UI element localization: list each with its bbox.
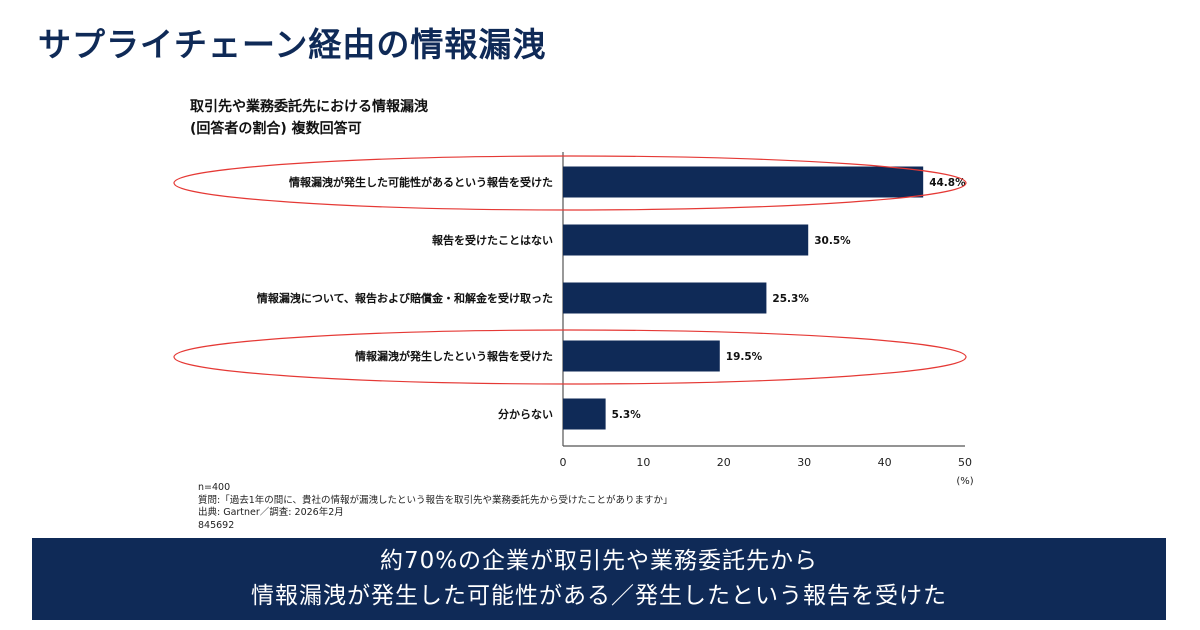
category-label: 分からない: [498, 407, 553, 421]
category-label: 報告を受けたことはない: [432, 233, 553, 247]
category-label: 情報漏洩が発生した可能性があるという報告を受けた: [289, 175, 553, 189]
bar-value-label: 19.5%: [726, 351, 763, 363]
banner-line-1: 約70%の企業が取引先や業務委託先から: [379, 548, 819, 574]
x-axis-unit-label: (%): [956, 476, 973, 487]
summary-banner: 約70%の企業が取引先や業務委託先から 情報漏洩が発生した可能性がある／発生した…: [32, 538, 1166, 620]
chart-subtitle: (回答者の割合) 複数回答可: [190, 121, 362, 137]
x-tick-label: 40: [878, 456, 892, 469]
highlight-ellipse: [173, 329, 967, 385]
bar: [563, 340, 720, 372]
bar: [563, 398, 606, 430]
bar: [563, 282, 767, 314]
bar: [563, 224, 809, 256]
x-tick-label: 0: [560, 456, 567, 469]
page-title: サプライチェーン経由の情報漏洩: [38, 25, 547, 64]
highlight-ellipse: [173, 155, 967, 211]
chart-title: 取引先や業務委託先における情報漏洩: [190, 99, 428, 115]
x-tick-label: 50: [958, 456, 972, 469]
bar-value-label: 30.5%: [814, 235, 851, 247]
bar-value-label: 5.3%: [612, 409, 642, 421]
source-note: 出典: Gartner／調査: 2026年2月: [198, 507, 344, 518]
bar-chart: 0 10 20 30 40 50 (%) 44.8% 情報漏洩が発生した可能性があるという報告を…: [173, 152, 974, 487]
x-tick-label: 10: [636, 456, 650, 469]
category-label: 情報漏洩が発生したという報告を受けた: [355, 349, 553, 363]
bar-value-label: 44.8%: [929, 177, 966, 189]
question-note: 質問:「過去1年の間に、貴社の情報が漏洩したという報告を取引先や業務委託先から受…: [198, 494, 673, 506]
sample-size-note: n=400: [198, 482, 231, 493]
category-label: 情報漏洩について、報告および賠償金・和解金を受け取った: [257, 291, 553, 305]
bar-value-label: 25.3%: [772, 293, 809, 305]
x-tick-label: 30: [797, 456, 811, 469]
x-tick-label: 20: [717, 456, 731, 469]
id-note: 845692: [198, 519, 235, 531]
chart-notes: n=400 質問:「過去1年の間に、貴社の情報が漏洩したという報告を取引先や業務…: [198, 482, 672, 532]
bar: [563, 166, 924, 198]
banner-line-2: 情報漏洩が発生した可能性がある／発生したという報告を受けた: [251, 583, 947, 609]
